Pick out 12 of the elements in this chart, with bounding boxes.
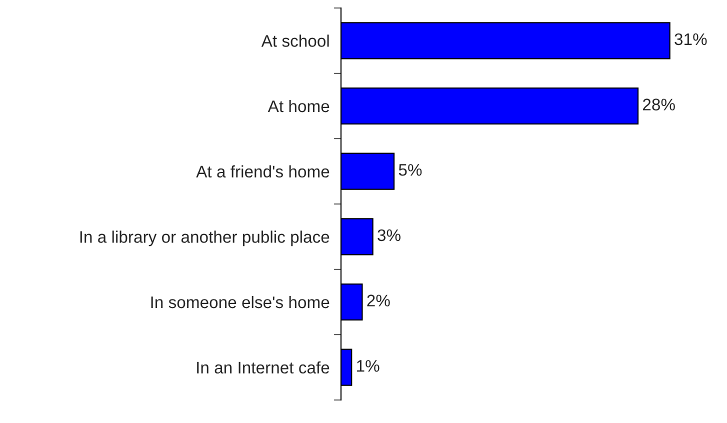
y-tick-label: In an Internet cafe xyxy=(197,361,330,374)
y-tick-label: In a library or another public place xyxy=(80,230,330,246)
data-label: 31% xyxy=(674,33,707,46)
data-label: 2% xyxy=(367,294,390,306)
y-tick-label: At a friend's home xyxy=(196,165,330,178)
y-tick-label: At school xyxy=(261,34,329,47)
data-label: 28% xyxy=(643,98,675,110)
y-tick-label: At home xyxy=(268,100,330,112)
data-label: 1% xyxy=(357,360,380,372)
y-tick-label: In someone else's home xyxy=(151,296,330,308)
data-label: 3% xyxy=(378,229,400,242)
data-label: 5% xyxy=(398,164,422,176)
